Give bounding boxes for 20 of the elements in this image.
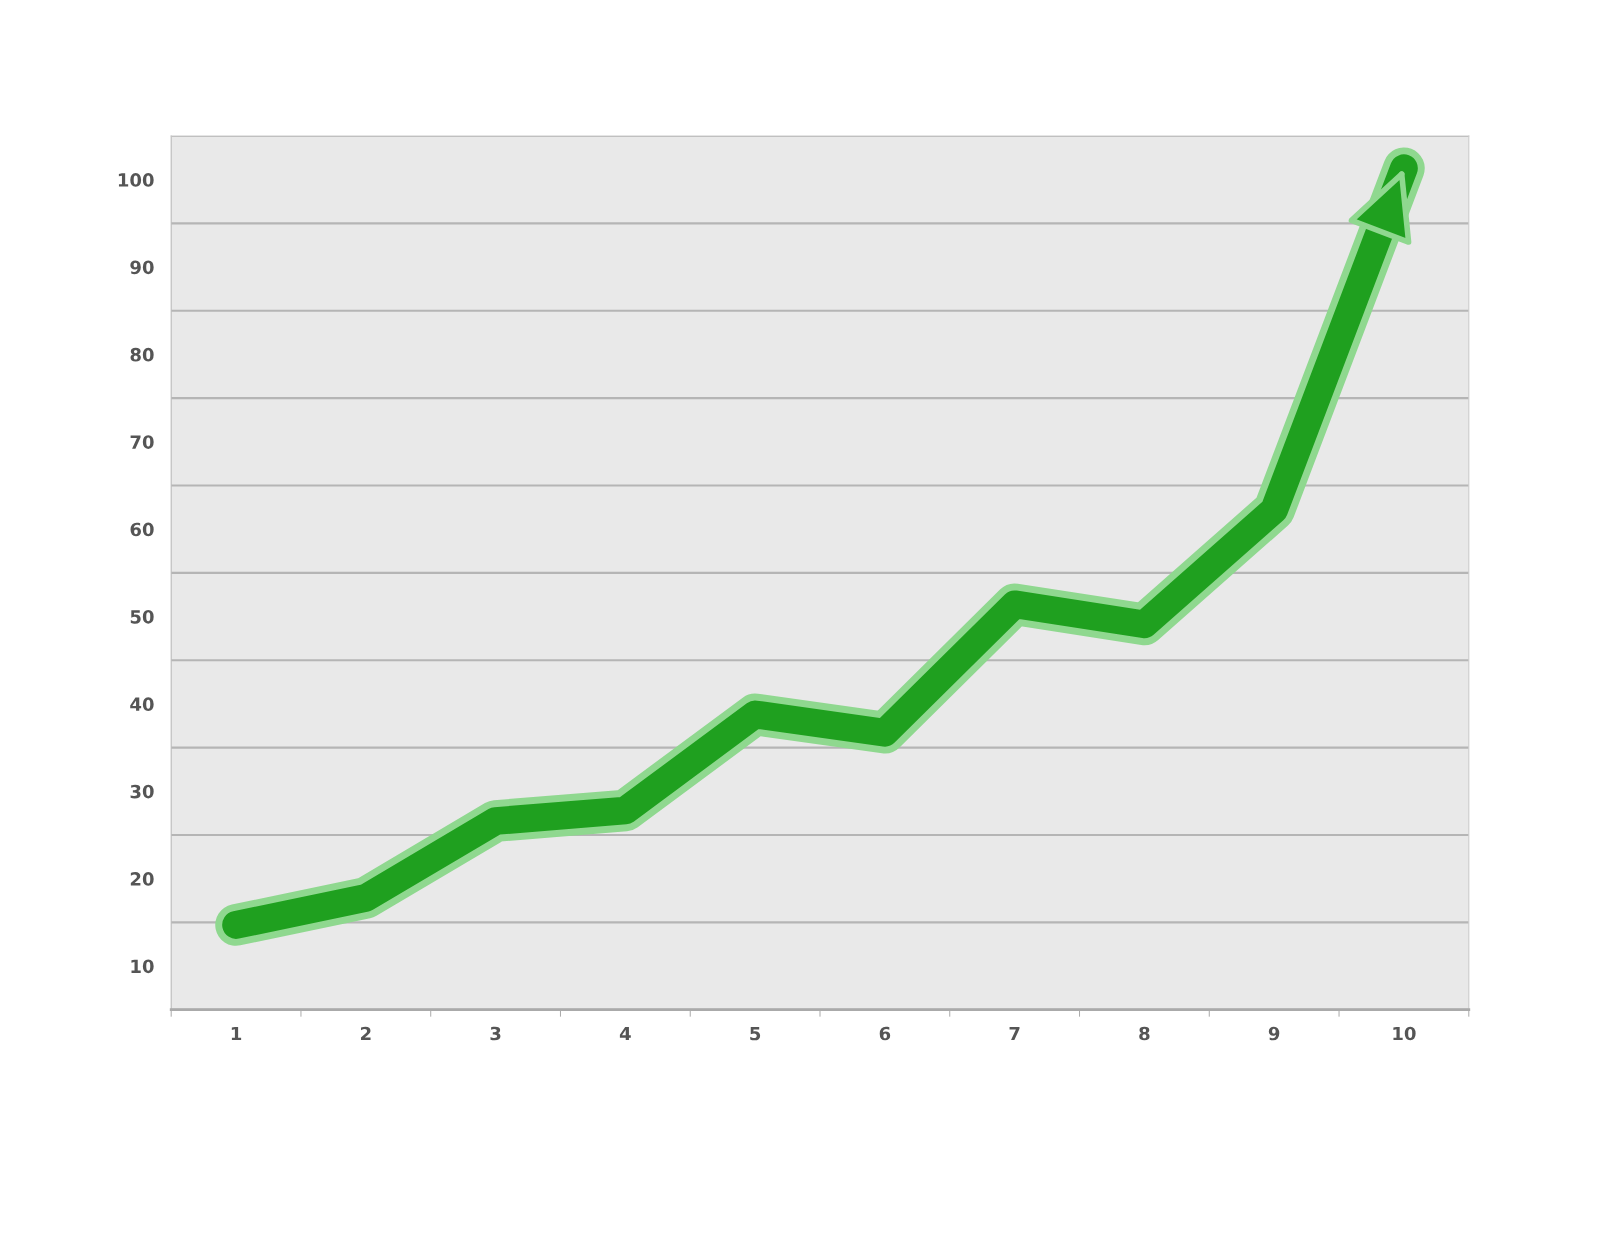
x-tick-label: 7 — [1009, 1026, 1020, 1041]
y-tick-label: 50 — [130, 609, 154, 624]
x-tick-label: 5 — [750, 1026, 761, 1041]
x-tick-label: 10 — [1393, 1026, 1416, 1041]
y-tick-label: 100 — [118, 173, 154, 187]
y-tick-label: 20 — [130, 872, 154, 886]
y-tick-label: 30 — [130, 784, 154, 799]
y-tick-label: 70 — [130, 435, 154, 449]
x-tick-label: 9 — [1268, 1026, 1280, 1041]
y-tick-label: 90 — [130, 260, 154, 275]
y-tick-label: 80 — [130, 347, 154, 362]
x-tick-label: 1 — [231, 1026, 242, 1041]
y-tick-label: 40 — [130, 697, 154, 712]
y-tick-label: 60 — [130, 522, 154, 537]
y-tick-label: 10 — [131, 959, 154, 974]
x-tick-label: 8 — [1139, 1026, 1150, 1041]
x-tick-label: 4 — [619, 1026, 631, 1041]
x-tick-label: 3 — [490, 1026, 501, 1041]
x-tick-label: 6 — [879, 1026, 891, 1041]
x-tick-label: 2 — [360, 1026, 371, 1041]
